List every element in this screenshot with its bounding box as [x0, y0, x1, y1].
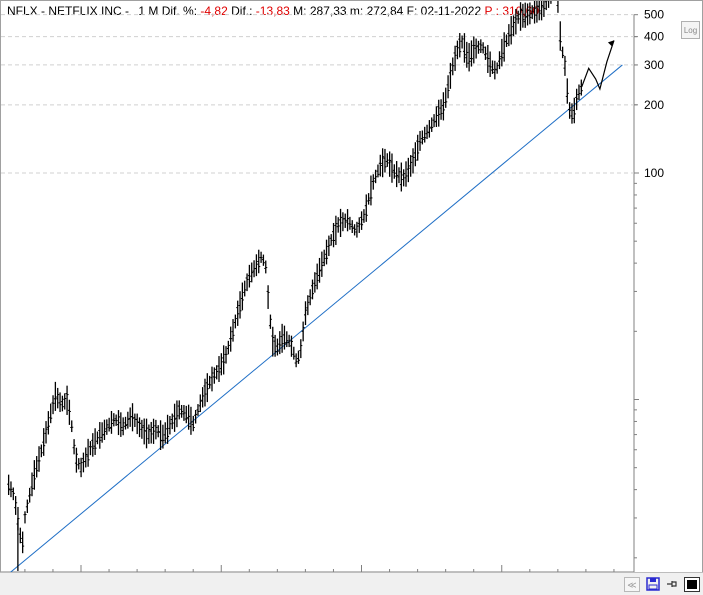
- price-label: P :: [484, 4, 499, 18]
- double-chevron-icon[interactable]: ≪: [624, 577, 640, 592]
- trendline: [8, 64, 623, 573]
- pin-icon[interactable]: [664, 577, 680, 592]
- floppy-disk-icon[interactable]: [645, 577, 661, 592]
- y-tick-label: 500: [644, 8, 664, 22]
- date-label: F:: [406, 4, 418, 18]
- y-tick-label: 200: [644, 98, 664, 112]
- log-scale-button[interactable]: Log: [681, 21, 700, 39]
- projection-line: [581, 40, 615, 91]
- price-chart[interactable]: 1.00090080070060050040030020010020052010…: [1, 1, 703, 573]
- projection-arrowhead: [607, 40, 614, 47]
- y-tick-label: 300: [644, 58, 664, 72]
- y-tick-label: 100: [644, 166, 664, 180]
- y-tick-label: 600: [644, 1, 664, 4]
- y-tick-label: 400: [644, 30, 664, 44]
- bottom-toolbar: ≪: [0, 572, 703, 595]
- color-square-icon[interactable]: [684, 577, 700, 592]
